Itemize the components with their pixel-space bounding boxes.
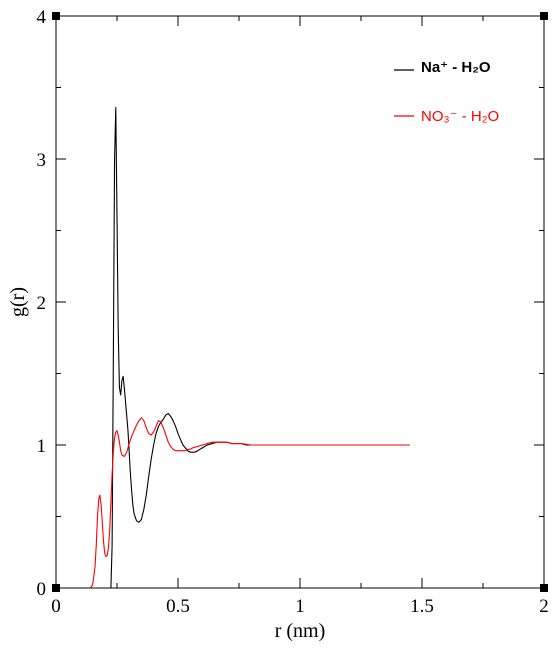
x-tick-label: 2 — [539, 596, 549, 617]
corner-marker-bottom-right — [540, 584, 548, 592]
y-tick-label: 1 — [37, 436, 47, 457]
y-axis-label: g(r) — [7, 287, 29, 317]
y-tick-label: 3 — [37, 150, 47, 171]
legend-label-na-h2o: Na⁺ - H₂O — [421, 59, 491, 76]
series-line-no3-h2o — [89, 417, 410, 589]
legend: Na⁺ - H₂O NO₃⁻ - H₂O — [394, 59, 499, 125]
x-tick-label: 0.5 — [166, 596, 190, 617]
corner-marker-top-left — [52, 12, 60, 20]
axis-ticks — [55, 15, 545, 589]
corner-marker-bottom-left — [52, 584, 60, 592]
x-axis-label: r (nm) — [275, 620, 326, 642]
x-tick-label: 1 — [295, 596, 305, 617]
y-tick-label: 2 — [37, 293, 47, 314]
tick-labels: 0 0.5 1 1.5 2 0 1 2 3 4 — [37, 7, 549, 617]
y-tick-label: 4 — [37, 7, 47, 28]
x-tick-label: 0 — [51, 596, 61, 617]
x-tick-label: 1.5 — [410, 596, 434, 617]
corner-marker-top-right — [540, 12, 548, 20]
legend-label-no3-h2o: NO₃⁻ - H₂O — [421, 108, 499, 125]
y-tick-label: 0 — [37, 579, 47, 600]
series-lines — [89, 106, 410, 589]
plot-frame — [55, 15, 545, 589]
series-line-na-h2o — [92, 106, 410, 589]
